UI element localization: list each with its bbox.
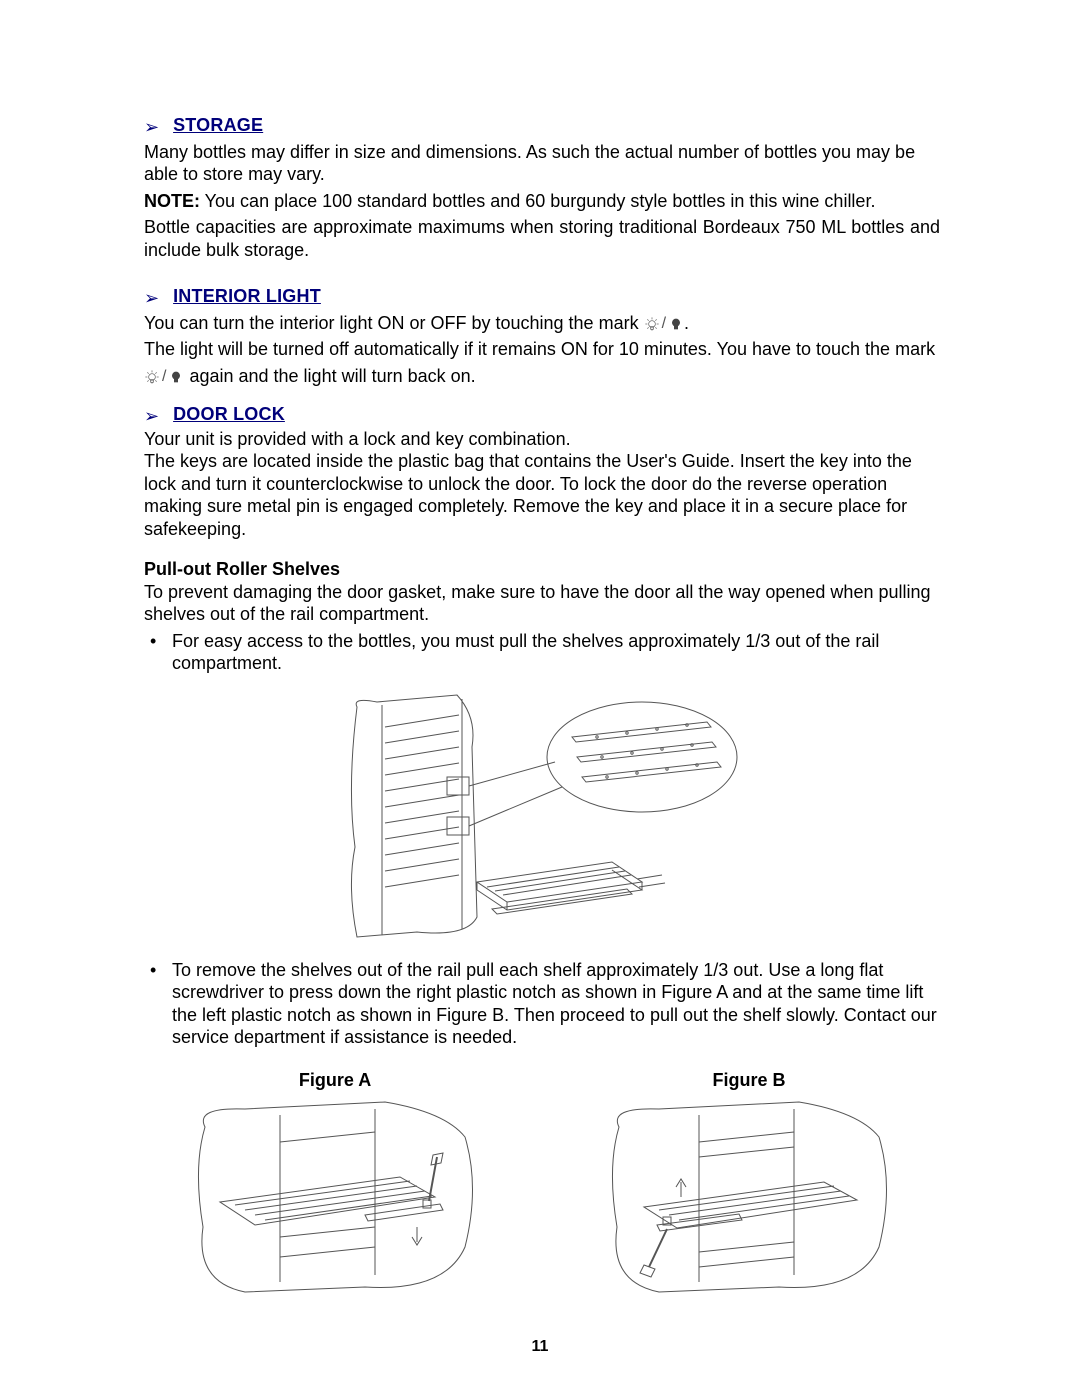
figure-a-caption: Figure A (299, 1069, 371, 1092)
shelves-bullet-1: For easy access to the bottles, you must… (144, 630, 940, 675)
figure-a (185, 1097, 485, 1297)
subsection-title-shelves: Pull-out Roller Shelves (144, 558, 940, 581)
light-bulb-icon: / (144, 367, 184, 387)
section-head-interior-light: ➢ INTERIOR LIGHT (144, 285, 940, 308)
figure-b (599, 1097, 899, 1297)
interior-light-p1a: You can turn the interior light ON or OF… (144, 313, 644, 333)
interior-light-p1: You can turn the interior light ON or OF… (144, 312, 940, 335)
arrow-icon: ➢ (144, 118, 159, 136)
section-title-storage: STORAGE (173, 114, 263, 137)
page-number: 11 (0, 1337, 1080, 1357)
shelves-p1: To prevent damaging the door gasket, mak… (144, 581, 940, 626)
storage-p2: Bottle capacities are approximate maximu… (144, 216, 940, 261)
section-title-door-lock: DOOR LOCK (173, 403, 285, 426)
section-title-interior-light: INTERIOR LIGHT (173, 285, 321, 308)
shelves-bullets-1: For easy access to the bottles, you must… (144, 630, 940, 675)
section-head-storage: ➢ STORAGE (144, 114, 940, 137)
figure-row: Figure A (144, 1069, 940, 1298)
figure-a-col: Figure A (144, 1069, 526, 1298)
arrow-icon: ➢ (144, 407, 159, 425)
figure-b-caption: Figure B (712, 1069, 785, 1092)
arrow-icon: ➢ (144, 289, 159, 307)
shelves-bullet-2: To remove the shelves out of the rail pu… (144, 959, 940, 1049)
door-lock-p2: The keys are located inside the plastic … (144, 450, 940, 540)
note-text: You can place 100 standard bottles and 6… (200, 191, 875, 211)
interior-light-p3-line: / again and the light will turn back on. (144, 365, 940, 388)
page: ➢ STORAGE Many bottles may differ in siz… (0, 0, 1080, 1397)
interior-light-p1b: . (684, 313, 689, 333)
storage-note: NOTE: You can place 100 standard bottles… (144, 190, 940, 213)
section-head-door-lock: ➢ DOOR LOCK (144, 403, 940, 426)
figure-b-col: Figure B (558, 1069, 940, 1298)
note-label: NOTE: (144, 191, 200, 211)
storage-p1: Many bottles may differ in size and dime… (144, 141, 940, 186)
light-bulb-icon: / (644, 314, 684, 334)
interior-light-p3: again and the light will turn back on. (184, 366, 475, 386)
figure-main (144, 687, 940, 947)
shelves-bullets-2: To remove the shelves out of the rail pu… (144, 959, 940, 1049)
door-lock-p1: Your unit is provided with a lock and ke… (144, 428, 940, 451)
interior-light-p2: The light will be turned off automatical… (144, 338, 940, 361)
